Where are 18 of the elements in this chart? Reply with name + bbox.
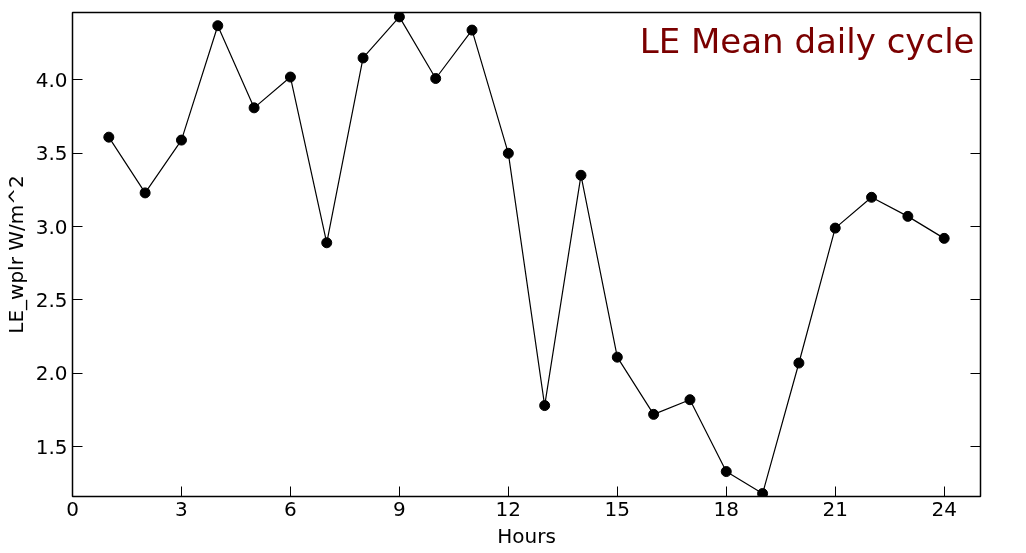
x-tick-label: 12 bbox=[495, 496, 522, 521]
y-axis-title: LE_wplr W/m^2 bbox=[3, 175, 28, 334]
y-tick-label: 4.0 bbox=[35, 67, 68, 92]
y-tick-label: 2.0 bbox=[35, 361, 68, 386]
x-tick-label: 15 bbox=[604, 496, 631, 521]
x-tick-label: 0 bbox=[66, 496, 79, 521]
x-tick-label: 24 bbox=[931, 496, 957, 521]
x-tick-label: 3 bbox=[175, 496, 188, 521]
y-tick-label: 1.5 bbox=[35, 434, 68, 459]
y-tick-label: 2.5 bbox=[35, 287, 68, 312]
x-tick-label: 21 bbox=[822, 496, 848, 521]
x-tick-label: 6 bbox=[284, 496, 297, 521]
y-tick-label: 3.5 bbox=[35, 141, 68, 166]
x-tick-label: 18 bbox=[713, 496, 739, 521]
x-tick-label: 9 bbox=[393, 496, 406, 521]
x-axis-title: Hours bbox=[497, 523, 556, 548]
chart-title: LE Mean daily cycle bbox=[639, 20, 975, 61]
y-tick-label: 3.0 bbox=[35, 214, 68, 239]
